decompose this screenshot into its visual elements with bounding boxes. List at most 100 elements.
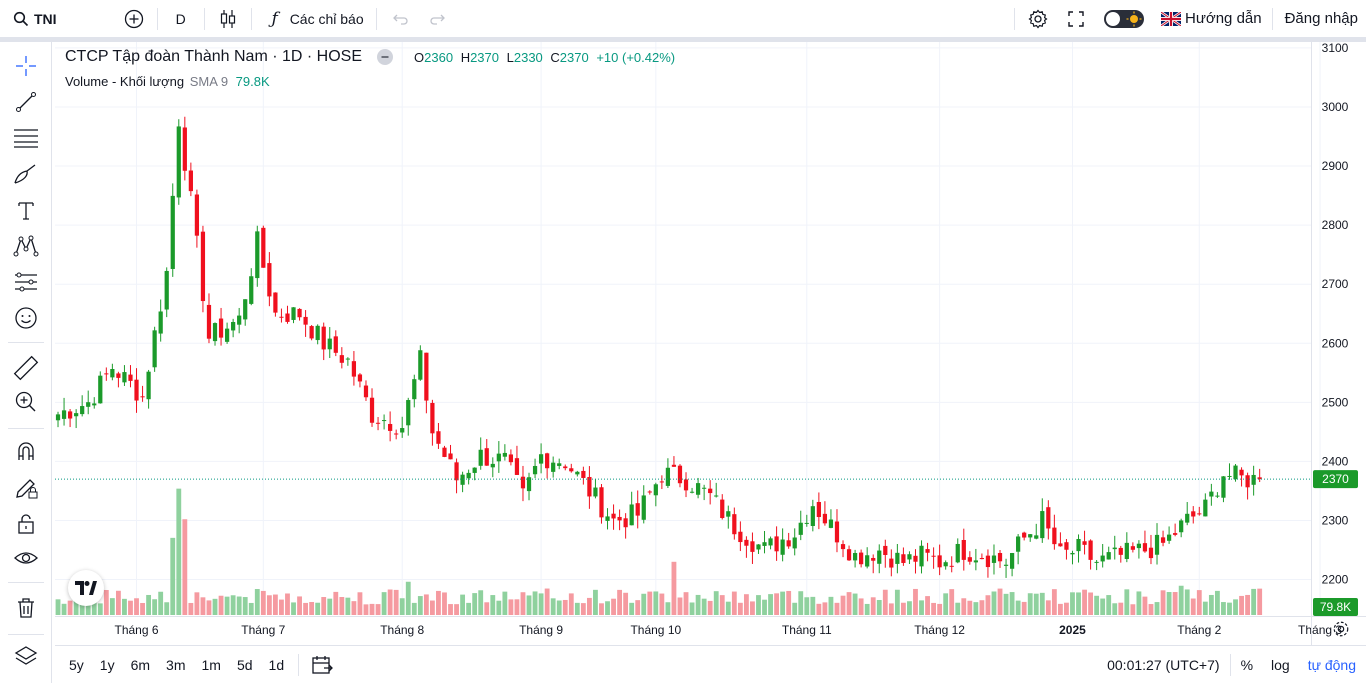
indicators-button[interactable]: ƒ Các chỉ báo [256, 0, 372, 38]
pattern-tool[interactable] [10, 230, 42, 262]
candle-body [967, 557, 972, 562]
candle-body [92, 403, 97, 406]
text-tool[interactable] [10, 194, 42, 226]
magnet-tool[interactable] [10, 436, 42, 468]
volume-bar [103, 589, 109, 615]
crosshair-tool[interactable] [10, 50, 42, 82]
candle-body [828, 519, 834, 528]
range-5d[interactable]: 5d [236, 656, 253, 673]
range-6m[interactable]: 6m [130, 656, 151, 673]
auto-scale-toggle[interactable]: tự động [1307, 656, 1356, 673]
candle-body [653, 484, 658, 496]
chart-canvas[interactable]: Tháng 6 Tháng 7 Tháng 8 Tháng 9 Tháng 10 Thán… [55, 41, 1366, 645]
object-tree-tool[interactable] [10, 640, 42, 672]
volume-bar [925, 596, 930, 615]
volume-bar [1148, 604, 1154, 615]
volume-bar [236, 596, 242, 615]
volume-bar [248, 602, 254, 615]
divider [8, 634, 44, 635]
chart-type-button[interactable] [209, 0, 247, 38]
volume-bar [1100, 598, 1106, 615]
candle-body [514, 458, 520, 475]
candle-body [80, 406, 85, 415]
volume-bar [164, 602, 170, 615]
close-label: C [550, 49, 560, 65]
volume-bar [448, 604, 453, 615]
candle-body [1251, 474, 1256, 485]
price-tick-label: 2300 [1322, 513, 1349, 527]
candle-body [1179, 520, 1184, 533]
range-5y[interactable]: 5y [69, 656, 84, 673]
go-to-date-button[interactable] [305, 655, 339, 675]
axis-settings-button[interactable] [1332, 620, 1352, 640]
range-1y[interactable]: 1y [99, 656, 115, 673]
chart-area[interactable]: Tháng 6 Tháng 7 Tháng 8 Tháng 9 Tháng 10 Thán… [55, 41, 1366, 645]
range-3m[interactable]: 3m [166, 656, 186, 673]
fullscreen-button[interactable] [1057, 0, 1095, 38]
close-value: 2370 [559, 49, 589, 65]
range-1m[interactable]: 1m [201, 656, 221, 673]
zoom-tool[interactable] [10, 386, 42, 418]
interval-button[interactable]: D [162, 0, 200, 38]
redo-button[interactable] [419, 0, 457, 38]
lock-all-tool[interactable] [10, 508, 42, 540]
compare-button[interactable] [115, 0, 153, 38]
candle-body [345, 358, 350, 360]
brush-tool[interactable] [10, 158, 42, 190]
price-tick-label: 2800 [1322, 218, 1349, 232]
candle-body [122, 372, 127, 383]
hide-drawings-tool[interactable] [10, 542, 42, 574]
candle-body [593, 487, 598, 497]
symbol-search-button[interactable]: TNI [0, 0, 65, 38]
candle-body [1160, 537, 1166, 543]
log-toggle[interactable]: log [1271, 656, 1290, 673]
brush-icon [14, 164, 36, 184]
volume-bar [810, 596, 816, 615]
settings-button[interactable] [1019, 0, 1057, 38]
volume-bar [919, 600, 924, 615]
volume-bar [266, 595, 272, 615]
candle-body [1227, 475, 1232, 477]
candle-body [943, 562, 948, 567]
candle-body [865, 555, 870, 567]
range-1d[interactable]: 1d [268, 656, 285, 673]
bottom-right-group: 00:01:27 (UTC+7) % log tự động [1097, 653, 1366, 676]
horizontal-lines-icon [14, 129, 38, 148]
login-button[interactable]: Đăng nhập [1277, 0, 1366, 38]
emoji-tool[interactable] [10, 302, 42, 334]
measure-tool[interactable] [10, 352, 42, 384]
volume-bar [997, 588, 1003, 615]
percent-toggle[interactable]: % [1240, 656, 1254, 673]
candle-body [1094, 561, 1099, 563]
candle-body [756, 544, 761, 550]
candle-body [961, 539, 966, 560]
candle-body [1142, 543, 1148, 552]
volume-bar [617, 589, 623, 615]
lock-drawing-tool[interactable] [10, 472, 42, 504]
candle-body [551, 462, 556, 472]
volume-bar [272, 594, 278, 615]
theme-toggle[interactable] [1095, 0, 1153, 38]
guide-link[interactable]: Hướng dẫn [1153, 0, 1268, 38]
clock[interactable]: 00:01:27 (UTC+7) [1107, 656, 1220, 673]
volume-bar [822, 602, 828, 615]
volume-bar [967, 600, 973, 615]
price-tick-label: 2700 [1322, 277, 1349, 291]
prediction-tool[interactable] [10, 266, 42, 298]
trend-line-tool[interactable] [10, 86, 42, 118]
volume-bar [478, 590, 484, 615]
price-tick-label: 3000 [1322, 100, 1349, 114]
candle-body [1191, 511, 1196, 517]
undo-button[interactable] [381, 0, 419, 38]
candle-body [1154, 534, 1160, 555]
zoom-in-icon [15, 391, 36, 412]
fib-tool[interactable] [10, 122, 42, 154]
tradingview-logo[interactable] [68, 570, 104, 606]
volume-bar [526, 595, 532, 615]
volume-bar [816, 603, 822, 615]
crosshair-icon [16, 56, 36, 76]
collapse-legend-button[interactable] [376, 48, 394, 66]
candle-body [128, 374, 133, 381]
volume-bar [629, 602, 635, 615]
remove-drawings-tool[interactable] [10, 592, 42, 624]
